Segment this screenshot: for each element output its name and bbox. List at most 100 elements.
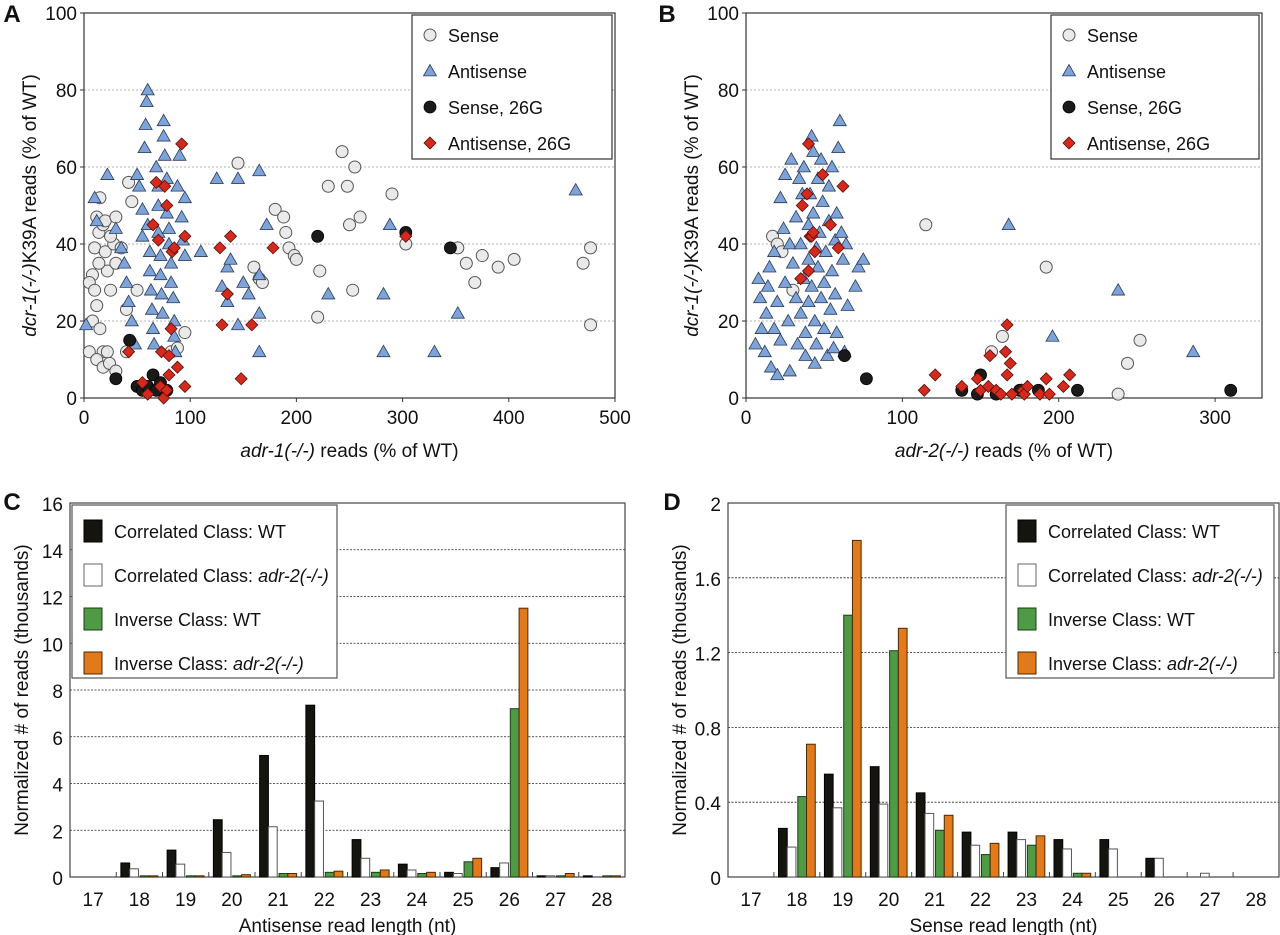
data-point xyxy=(162,349,176,363)
data-point xyxy=(836,179,850,193)
x-tick-label: 200 xyxy=(1043,408,1075,429)
data-point xyxy=(142,263,158,277)
data-point xyxy=(230,171,246,184)
legend-box xyxy=(411,14,613,160)
panel-label: D xyxy=(663,489,680,516)
bar-inverse-class-wt xyxy=(602,875,613,878)
bar-inverse-class-wt xyxy=(324,871,335,878)
label-part: Inverse Class: WT xyxy=(114,610,261,630)
data-point xyxy=(1224,383,1238,397)
series-antisense-26g xyxy=(122,137,413,405)
data-point xyxy=(231,156,245,170)
legend-swatch xyxy=(1017,563,1037,587)
bar-inverse-class-adr-2- xyxy=(564,872,575,878)
data-point xyxy=(122,345,136,359)
data-point xyxy=(321,286,336,300)
data-point xyxy=(776,221,791,234)
legend-marker xyxy=(423,136,437,150)
data-point xyxy=(832,113,848,127)
legend-swatch xyxy=(83,607,103,631)
legend-marker xyxy=(1061,63,1077,77)
data-point xyxy=(816,275,832,288)
data-point xyxy=(161,221,177,234)
label-part: K39A reads (% of WT) xyxy=(682,74,703,263)
label-part: Correlated Class: WT xyxy=(1048,522,1220,542)
data-point xyxy=(763,359,779,373)
data-point xyxy=(149,159,164,173)
data-point xyxy=(807,313,822,327)
data-point xyxy=(124,313,139,327)
data-point xyxy=(163,275,179,288)
bar-correlated-class-adr-2- xyxy=(924,812,935,878)
bar-correlated-class-wt xyxy=(212,819,223,878)
data-point xyxy=(773,190,788,204)
data-point xyxy=(119,275,134,288)
data-point xyxy=(1110,282,1126,296)
data-point xyxy=(801,217,816,231)
data-point xyxy=(145,321,161,334)
data-point xyxy=(804,279,819,292)
data-point xyxy=(751,271,766,284)
data-point xyxy=(170,360,185,374)
x-tick-label: 26 xyxy=(499,890,520,911)
data-point xyxy=(144,302,160,315)
y-tick-label: 40 xyxy=(718,235,739,256)
data-point xyxy=(223,229,238,243)
x-axis-label: adr-2(-/-) reads (% of WT) xyxy=(895,441,1113,462)
data-point xyxy=(443,241,457,255)
bar-correlated-class-adr-2- xyxy=(1154,857,1164,878)
bar-correlated-class-wt xyxy=(1145,857,1156,878)
bar-inverse-class-wt xyxy=(980,854,991,878)
legend-swatch xyxy=(83,651,103,675)
data-point xyxy=(831,241,845,255)
panel-label: B xyxy=(658,1,675,28)
data-point xyxy=(816,168,830,182)
data-point xyxy=(748,336,763,350)
data-point xyxy=(791,171,807,184)
legend-marker xyxy=(422,63,438,77)
data-point xyxy=(759,305,774,319)
x-tick-label: 23 xyxy=(1016,890,1037,911)
label-part: Inverse Class: xyxy=(1048,654,1167,674)
data-point xyxy=(766,244,782,257)
y-tick-label: 60 xyxy=(56,158,77,179)
y-tick-label: 14 xyxy=(42,542,64,563)
y-tick-label: 16 xyxy=(42,495,63,516)
legend-box xyxy=(1050,14,1260,160)
data-point xyxy=(970,372,984,386)
data-point xyxy=(995,329,1009,343)
y-tick-label: 2 xyxy=(52,822,63,843)
legend-entry: Correlated Class: adr-2(-/-) xyxy=(114,566,329,586)
legend-entry: Antisense, 26G xyxy=(448,134,571,154)
legend: Correlated Class: WT Correlated Class: ad… xyxy=(71,504,338,679)
data-point xyxy=(831,140,846,154)
label-part: Inverse Class: xyxy=(114,654,233,674)
data-point xyxy=(166,290,181,304)
bar-inverse-class-wt xyxy=(1026,844,1037,878)
data-point xyxy=(135,202,150,215)
data-point xyxy=(773,332,788,346)
data-point xyxy=(113,240,129,254)
data-point xyxy=(252,305,267,319)
x-tick-label: 200 xyxy=(281,408,313,429)
bar-inverse-class-adr-2- xyxy=(1035,835,1046,878)
data-point xyxy=(919,218,933,232)
data-point xyxy=(813,290,829,304)
data-point xyxy=(155,305,170,319)
data-point xyxy=(159,205,175,219)
x-tick-label: 500 xyxy=(599,408,631,429)
data-point xyxy=(782,236,797,250)
bar-correlated-class-adr-2- xyxy=(314,800,324,878)
bar-inverse-class-wt xyxy=(1072,872,1083,878)
legend-swatch xyxy=(83,519,103,543)
data-point xyxy=(160,198,174,213)
bar-correlated-class-adr-2- xyxy=(360,857,371,878)
data-point xyxy=(806,225,820,240)
data-point xyxy=(752,290,768,304)
data-point xyxy=(321,179,335,193)
data-point xyxy=(450,305,466,319)
data-point xyxy=(427,344,442,358)
data-point xyxy=(170,178,185,192)
data-point xyxy=(848,279,863,292)
legend-entry: Sense, 26G xyxy=(448,98,543,118)
